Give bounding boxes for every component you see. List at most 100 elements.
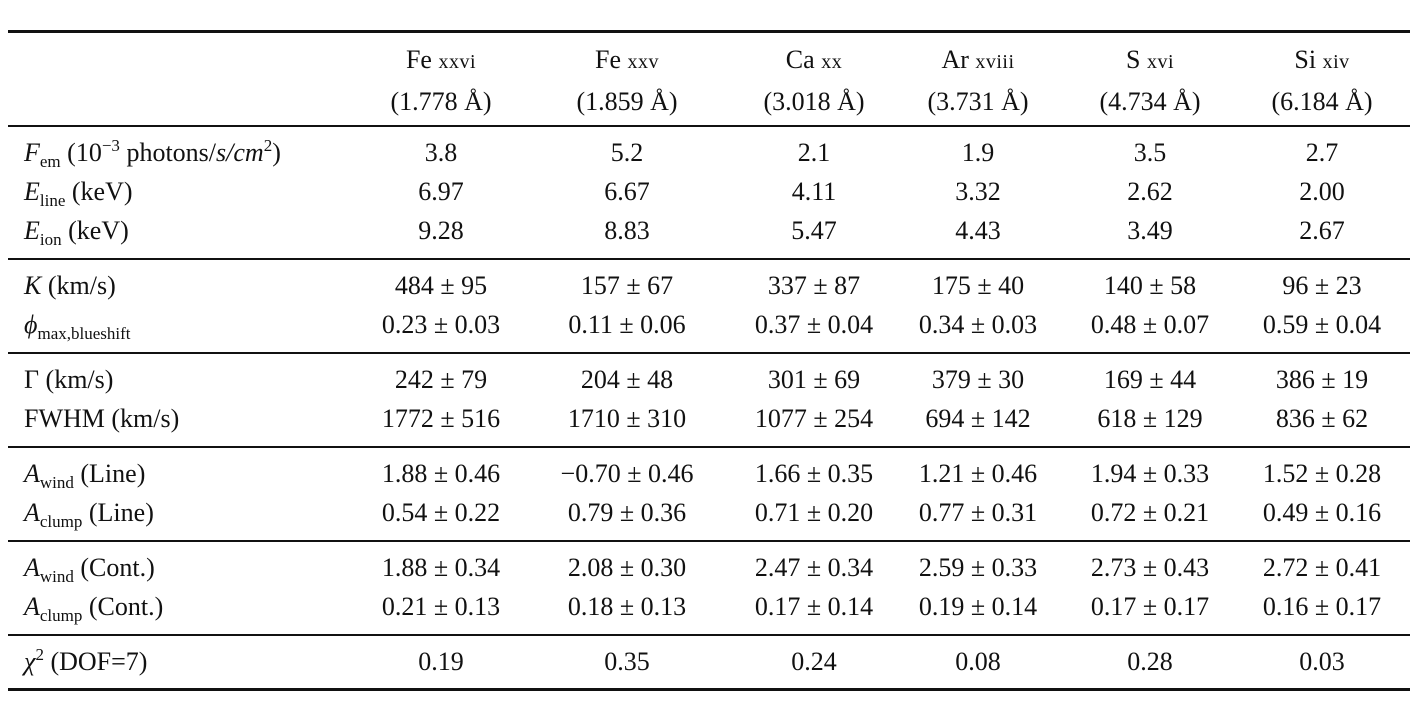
row-symbol: A (24, 592, 40, 621)
row-superscript: 2 (263, 136, 273, 155)
row-subscript: line (39, 191, 66, 210)
table-cell: 6.67 (604, 177, 650, 206)
ion-label: Si xiv (1234, 40, 1410, 82)
table-cell: 0.03 (1299, 647, 1345, 676)
row-label-text: (keV) (61, 216, 129, 245)
row-symbol: χ (24, 647, 36, 676)
row-label: Awind (Cont.) (24, 550, 155, 586)
row-subscript: clump (39, 512, 83, 531)
row-label: ϕmax,blueshift (24, 307, 130, 343)
table-cell: 1772 ± 516 (381, 404, 501, 433)
row-symbol: F (24, 138, 40, 167)
table-cell: 3.8 (424, 138, 458, 167)
column-header: Fe xxv (1.859 Å) (539, 40, 715, 122)
table-cell: 2.62 (1127, 177, 1173, 206)
row-label: Awind (Line) (24, 456, 145, 492)
group-rule (8, 634, 1410, 636)
table-cell: 0.24 (791, 647, 837, 676)
table-cell: 5.2 (610, 138, 644, 167)
table-cell: 2.7 (1305, 138, 1339, 167)
row-subscript: wind (39, 473, 74, 492)
table-cell: 3.32 (955, 177, 1001, 206)
table-cell: 0.17 ± 0.17 (1090, 592, 1210, 621)
row-symbol: E (24, 216, 40, 245)
table-cell: 2.73 ± 0.43 (1090, 553, 1210, 582)
row-label: Fem (10−3 photons/s/cm2) (24, 135, 281, 171)
table-cell: 618 ± 129 (1097, 404, 1203, 433)
table-cell: 6.97 (418, 177, 464, 206)
row-subscript: clump (39, 606, 83, 625)
table-cell: 140 ± 58 (1103, 271, 1197, 300)
table-cell: 96 ± 23 (1282, 271, 1362, 300)
row-subscript: em (39, 152, 61, 171)
row-symbol: A (24, 459, 40, 488)
table-cell: 1.52 ± 0.28 (1262, 459, 1382, 488)
table-cell: 157 ± 67 (580, 271, 674, 300)
table-cell: 169 ± 44 (1103, 365, 1197, 394)
row-label-text: (Line) (73, 459, 146, 488)
table-cell: 4.43 (955, 216, 1001, 245)
column-header: S xvi (4.734 Å) (1062, 40, 1238, 122)
row-label-text: (Cont.) (82, 592, 164, 621)
table-cell: 386 ± 19 (1275, 365, 1369, 394)
table-cell: 4.11 (791, 177, 837, 206)
bottom-rule (8, 688, 1410, 691)
table-cell: 0.11 ± 0.06 (568, 310, 686, 339)
table-cell: 2.47 ± 0.34 (754, 553, 874, 582)
table-cell: 204 ± 48 (580, 365, 674, 394)
row-label-text: (Line) (82, 498, 154, 527)
column-header: Fe xxvi (1.778 Å) (353, 40, 529, 122)
table-cell: 2.67 (1299, 216, 1345, 245)
column-header: Ar xviii (3.731 Å) (890, 40, 1066, 122)
table-cell: 0.35 (604, 647, 650, 676)
ionization-stage: xxv (627, 51, 659, 73)
table-cell: 2.08 ± 0.30 (567, 553, 687, 582)
table-cell: 0.19 (418, 647, 464, 676)
table-cell: 0.19 ± 0.14 (918, 592, 1038, 621)
row-symbol: K (24, 271, 42, 300)
table-cell: 3.49 (1127, 216, 1173, 245)
row-subscript: wind (39, 567, 74, 586)
table-cell: 8.83 (604, 216, 650, 245)
table-cell: 337 ± 87 (767, 271, 861, 300)
table-cell: 0.79 ± 0.36 (567, 498, 687, 527)
wavelength-label: (1.859 Å) (576, 87, 678, 116)
header-rule (8, 125, 1410, 127)
ion-label: Ca xx (726, 40, 902, 82)
ionization-stage: xiv (1322, 51, 1350, 73)
table-cell: 0.72 ± 0.21 (1090, 498, 1210, 527)
table-cell: 2.00 (1299, 177, 1345, 206)
table-cell: 484 ± 95 (394, 271, 488, 300)
table-cell: 175 ± 40 (931, 271, 1025, 300)
table-cell: 1.88 ± 0.34 (381, 553, 501, 582)
table-cell: −0.70 ± 0.46 (560, 459, 694, 488)
table-cell: 0.37 ± 0.04 (754, 310, 874, 339)
row-label: Eion (keV) (24, 213, 129, 249)
group-rule (8, 446, 1410, 448)
row-label-text: (10 (60, 138, 102, 167)
column-header: Si xiv (6.184 Å) (1234, 40, 1410, 122)
table-cell: 0.59 ± 0.04 (1262, 310, 1382, 339)
wavelength-label: (4.734 Å) (1099, 87, 1201, 116)
row-label: Eline (keV) (24, 174, 133, 210)
ion-label: S xvi (1062, 40, 1238, 82)
element-symbol: Fe (405, 45, 439, 74)
element-symbol: Si (1294, 45, 1323, 74)
table-cell: 0.28 (1127, 647, 1173, 676)
table-cell: 242 ± 79 (394, 365, 488, 394)
element-symbol: S (1125, 45, 1147, 74)
table-cell: 0.48 ± 0.07 (1090, 310, 1210, 339)
row-symbol: E (24, 177, 40, 206)
row-superscript: −3 (101, 136, 120, 155)
row-label: χ2 (DOF=7) (24, 644, 147, 680)
table-cell: 0.17 ± 0.14 (754, 592, 874, 621)
row-symbol: A (24, 553, 40, 582)
table-cell: 0.16 ± 0.17 (1262, 592, 1382, 621)
row-label-text: (Cont.) (73, 553, 155, 582)
row-label-text: Γ (km/s) (24, 365, 114, 394)
table-cell: 5.47 (791, 216, 837, 245)
table-cell: 1.9 (961, 138, 995, 167)
row-label-text: ) (272, 138, 281, 167)
row-label: K (km/s) (24, 268, 116, 304)
ionization-stage: xx (821, 51, 843, 73)
